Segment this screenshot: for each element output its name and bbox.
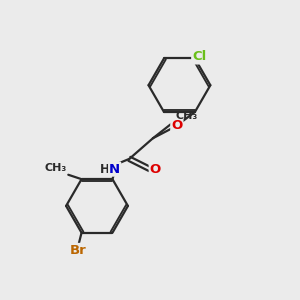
Text: CH₃: CH₃ bbox=[175, 111, 197, 121]
Text: CH₃: CH₃ bbox=[45, 163, 67, 173]
Text: O: O bbox=[150, 163, 161, 176]
Text: H: H bbox=[99, 163, 109, 176]
Text: O: O bbox=[171, 118, 182, 132]
Text: Br: Br bbox=[70, 244, 87, 257]
Text: N: N bbox=[109, 163, 120, 176]
Text: Cl: Cl bbox=[192, 50, 206, 64]
